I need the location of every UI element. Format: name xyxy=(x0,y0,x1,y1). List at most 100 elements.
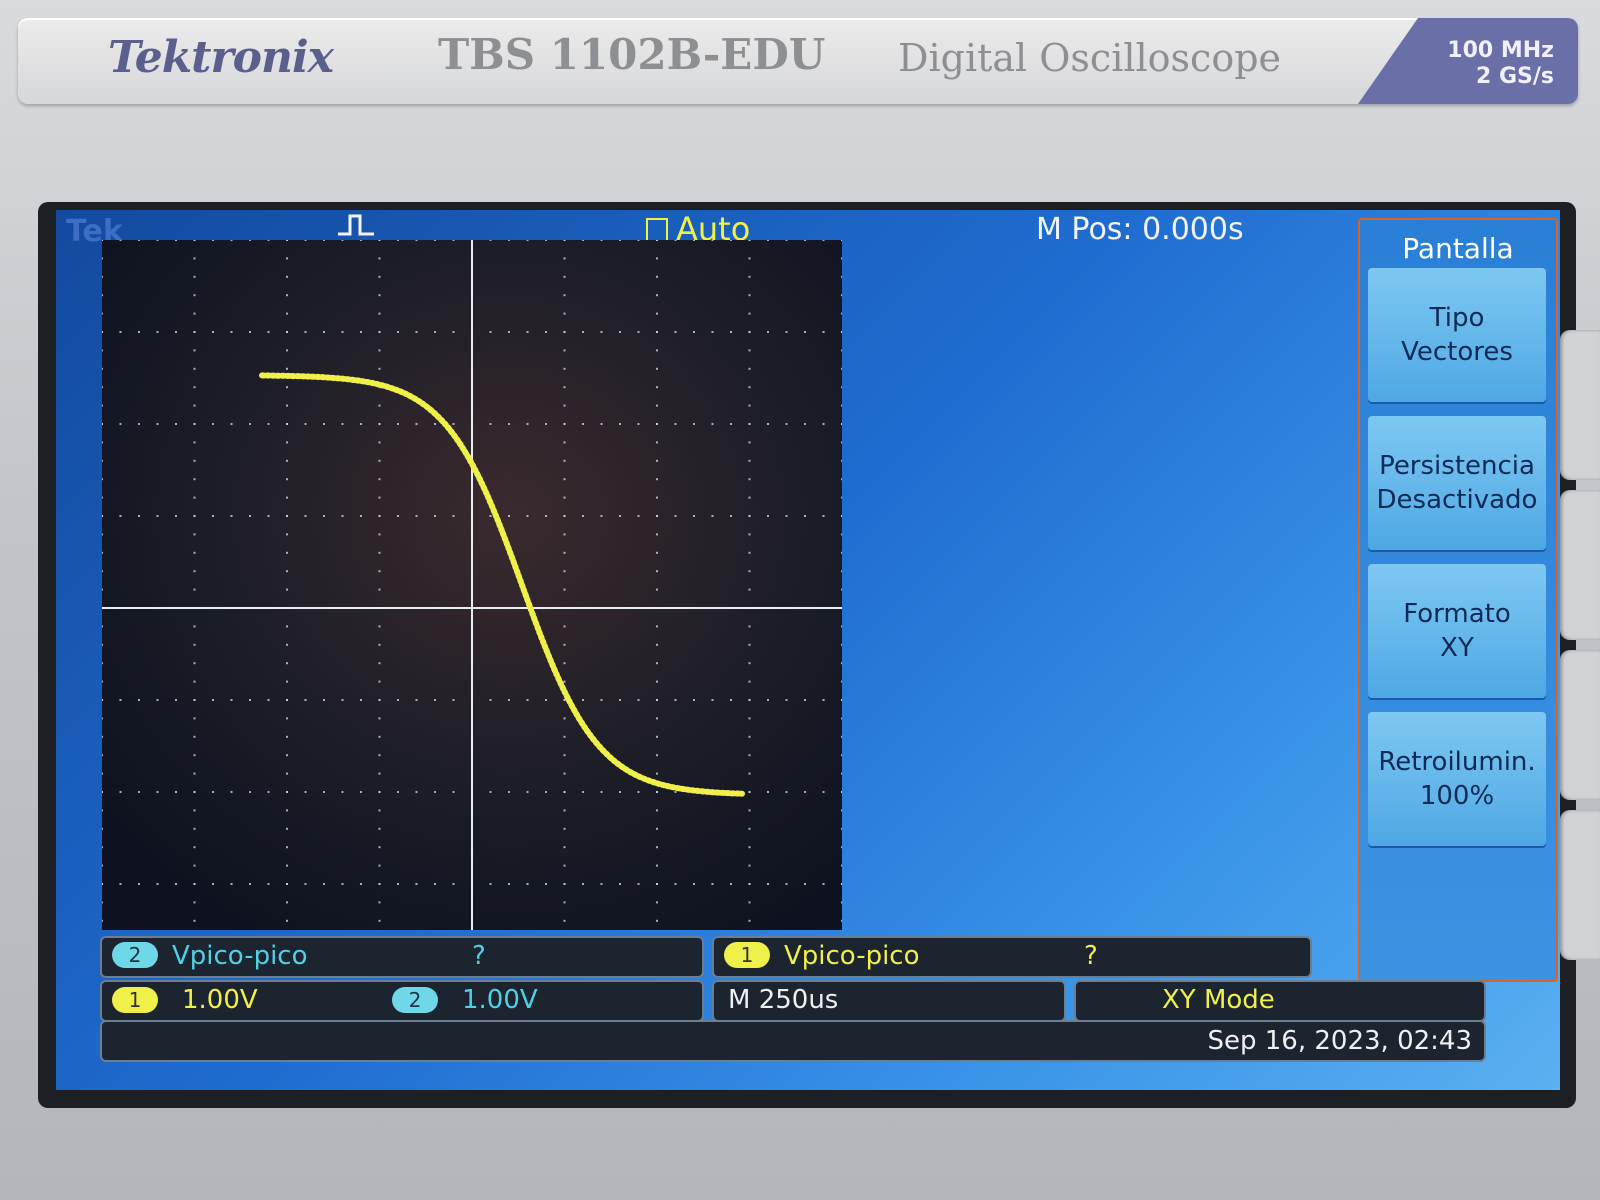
grid-dot xyxy=(378,699,381,701)
grid-dot xyxy=(841,240,842,241)
grid-dot xyxy=(748,367,751,370)
backlight-button[interactable]: Retroilumin. 100% xyxy=(1368,712,1546,846)
grid-dot xyxy=(563,257,566,260)
grid-dot xyxy=(286,551,288,554)
grid-dot xyxy=(674,883,677,885)
option-button-4[interactable] xyxy=(1560,810,1600,960)
grid-dot xyxy=(102,349,103,352)
grid-dot xyxy=(822,515,825,517)
grid-dot xyxy=(785,331,788,333)
grid-dot xyxy=(822,791,825,793)
grid-dot xyxy=(582,883,584,885)
grid-dot xyxy=(193,551,196,554)
measurement-ch2-label: Vpico-pico xyxy=(172,941,308,971)
grid-dot xyxy=(102,883,103,885)
grid-dot xyxy=(563,240,566,241)
grid-dot xyxy=(397,423,399,425)
grid-dot xyxy=(748,680,751,683)
grid-dot xyxy=(267,699,270,701)
grid-dot xyxy=(563,551,566,554)
grid-dot xyxy=(841,349,842,352)
format-button[interactable]: Formato XY xyxy=(1368,564,1546,698)
grid-dot xyxy=(102,312,103,315)
grid-dot xyxy=(730,699,732,701)
grid-dot xyxy=(193,257,196,260)
grid-dot xyxy=(656,257,658,260)
grid-dot xyxy=(637,240,640,241)
grid-dot xyxy=(397,699,399,701)
grid-dot xyxy=(656,515,658,517)
grid-dot xyxy=(508,883,510,885)
grid-dot xyxy=(656,459,658,462)
grid-dot xyxy=(341,240,344,241)
grid-dot xyxy=(138,883,140,885)
grid-dot xyxy=(563,588,566,591)
grid-dot xyxy=(341,791,344,793)
grid-dot xyxy=(193,643,196,646)
grid-dot xyxy=(563,275,566,278)
grid-dot xyxy=(102,919,103,922)
grid-dot xyxy=(193,772,196,775)
grid-dot xyxy=(656,331,658,333)
grid-dot xyxy=(193,367,196,370)
grid-dot xyxy=(397,883,399,885)
grid-dot xyxy=(674,240,677,241)
grid-dot xyxy=(415,699,418,701)
grid-dot xyxy=(656,717,658,720)
grid-dot xyxy=(545,883,547,885)
option-button-1[interactable] xyxy=(1560,330,1600,480)
grid-dot xyxy=(841,459,842,462)
grid-dot xyxy=(193,331,196,333)
ch2-scale: 1.00V xyxy=(462,985,538,1015)
grid-dot xyxy=(563,312,566,315)
grid-dot xyxy=(711,883,714,885)
grid-dot xyxy=(286,275,288,278)
grid-dot xyxy=(286,386,288,389)
grid-dot xyxy=(656,570,658,573)
spec-badge: 100 MHz 2 GS/s xyxy=(1358,18,1578,104)
grid-dot xyxy=(674,331,677,333)
grid-dot xyxy=(119,883,122,885)
grid-dot xyxy=(545,331,547,333)
display-type-button[interactable]: Tipo Vectores xyxy=(1368,268,1546,402)
option-button-3[interactable] xyxy=(1560,650,1600,800)
grid-dot xyxy=(286,827,288,830)
option-button-2[interactable] xyxy=(1560,490,1600,640)
grid-dot xyxy=(582,240,584,241)
grid-dot xyxy=(193,919,196,922)
grid-dot xyxy=(841,883,842,885)
persistence-button[interactable]: Persistencia Desactivado xyxy=(1368,416,1546,550)
grid-dot xyxy=(748,257,751,260)
grid-dot xyxy=(138,791,140,793)
grid-dot xyxy=(619,699,621,701)
grid-dot xyxy=(785,423,788,425)
grid-dot xyxy=(748,515,751,517)
grid-dot xyxy=(212,331,214,333)
grid-dot xyxy=(378,680,381,683)
grid-dot xyxy=(378,717,381,720)
grid-dot xyxy=(563,349,566,352)
grid-dot xyxy=(102,901,103,904)
grid-dot xyxy=(452,331,455,333)
grid-dot xyxy=(156,331,159,333)
grid-dot xyxy=(748,404,751,407)
grid-dot xyxy=(102,423,103,425)
grid-dot xyxy=(102,662,103,665)
grid-dot xyxy=(341,883,344,885)
grid-dot xyxy=(693,240,695,241)
measurement-ch1-value: ? xyxy=(1084,941,1098,971)
grid-dot xyxy=(286,331,288,333)
grid-dot xyxy=(286,662,288,665)
grid-dot xyxy=(563,919,566,922)
grid-dot xyxy=(674,791,677,793)
grid-dot xyxy=(286,478,288,481)
grid-dot xyxy=(841,827,842,830)
grid-dot xyxy=(841,625,842,628)
grid-dot xyxy=(582,331,584,333)
vertical-scale-status: 1 1.00V 2 1.00V xyxy=(100,980,704,1022)
grid-dot xyxy=(323,791,325,793)
grid-dot xyxy=(193,404,196,407)
grid-dot xyxy=(102,386,103,389)
grid-dot xyxy=(102,404,103,407)
grid-dot xyxy=(489,240,492,241)
